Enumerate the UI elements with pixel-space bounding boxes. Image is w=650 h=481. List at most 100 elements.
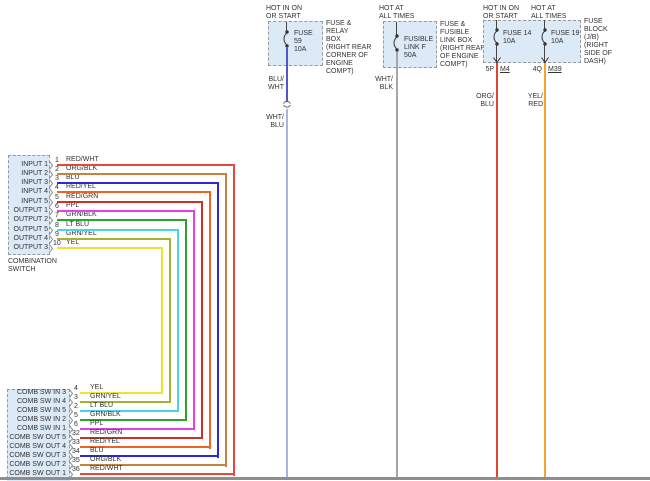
pin-connector-icon [49, 226, 54, 235]
box-label-c2: FUSE & FUSIBLE LINK BOX (RIGHT REAR OF E… [440, 21, 486, 69]
wire-name: PPL [90, 420, 104, 427]
wire-segment [57, 182, 219, 184]
switch-pin-number: 9 [55, 231, 59, 238]
module-box [7, 389, 70, 481]
module-pin-label: COMB SW OUT 5 [9, 434, 66, 441]
pin-connector-icon [69, 398, 74, 407]
pin-id-5p: 5P [485, 66, 494, 73]
module-pin-number: 33 [72, 439, 80, 446]
wire-name: BLU [66, 174, 80, 181]
fuse-label-14: FUSE 14 10A [503, 30, 532, 46]
fuse-block-box [483, 20, 581, 63]
pin-connector-icon [69, 434, 74, 443]
wire-blu-wht [286, 48, 288, 102]
wire-label-wht-blk: WHT/ BLK [375, 76, 393, 92]
pin-id-4q: 4Q [532, 66, 542, 73]
fuse-icon [541, 28, 547, 46]
switch-pin-label: OUTPUT 2 [13, 216, 49, 223]
switch-pin-label: INPUT 4 [21, 188, 48, 195]
wire-segment [217, 182, 219, 458]
pin-connector-icon [49, 198, 54, 207]
wire-name: ORG/BLK [66, 165, 98, 172]
pin-connector-icon [49, 216, 54, 225]
wire-segment [57, 219, 187, 221]
hot-label-c3-left: HOT IN ON OR START [483, 5, 520, 21]
wire-segment [177, 229, 179, 412]
switch-pin-number: 4 [55, 184, 59, 191]
pin-connector-icon [49, 207, 54, 216]
switch-pin-label: OUTPUT 4 [13, 235, 49, 242]
diagram-bottom-border [0, 477, 650, 480]
wire-segment [57, 229, 179, 231]
switch-pin-number: 5 [55, 194, 59, 201]
wire-wht-blu [286, 109, 288, 478]
wire-segment [80, 446, 211, 448]
module-pin-number: 4 [74, 385, 78, 392]
wire-segment [57, 173, 227, 175]
wire-segment [57, 210, 195, 212]
hot-label-c3-right: HOT AT ALL TIMES [531, 5, 567, 21]
module-pin-label: COMB SW IN 3 [16, 389, 66, 396]
wire-segment [57, 238, 171, 240]
wire-name: PPL [66, 202, 80, 209]
fusible-link-box [383, 21, 437, 68]
switch-pin-number: 2 [55, 166, 59, 173]
switch-pin-number: 8 [55, 222, 59, 229]
fusible-link-icon [393, 34, 399, 52]
module-pin-label: COMB SW IN 5 [16, 407, 66, 414]
wire-label-wht-blu: WHT/ BLU [266, 114, 284, 130]
wire-segment [209, 191, 211, 449]
hot-label-c1: HOT IN ON OR START [266, 5, 303, 21]
pin-connector-icon [69, 389, 74, 398]
pin-connector-icon [49, 161, 54, 170]
fuse-icon [283, 30, 289, 48]
module-pin-label: COMB SW OUT 2 [9, 461, 66, 468]
switch-pin-label: INPUT 5 [21, 198, 48, 205]
module-pin-label: COMB SW IN 4 [16, 398, 66, 405]
wire-name: RED/GRN [90, 429, 123, 436]
switch-pin-label: OUTPUT 5 [13, 226, 49, 233]
switch-pin-number: 3 [55, 175, 59, 182]
switch-pin-label: INPUT 2 [21, 170, 48, 177]
fuse-relay-box [268, 21, 323, 66]
module-pin-label: COMB SW IN 1 [16, 425, 66, 432]
wire-stub [286, 22, 287, 31]
switch-pin-number: 6 [55, 203, 59, 210]
box-label-c1: FUSE & RELAY BOX (RIGHT REAR CORNER OF E… [326, 20, 372, 76]
fuse-label-c1: FUSE 59 10A [294, 30, 313, 54]
wire-name: GRN/YEL [90, 393, 121, 400]
switch-pin-label: INPUT 1 [21, 161, 48, 168]
wire-name: LT BLU [90, 402, 114, 409]
switch-pin-number: 7 [55, 212, 59, 219]
pin-connector-icon [69, 416, 74, 425]
box-label-c3: FUSE BLOCK (J/B) (RIGHT SIDE OF DASH) [584, 18, 613, 66]
wire-segment [57, 191, 211, 193]
wire-name: RED/YEL [90, 438, 120, 445]
switch-pin-label: OUTPUT 3 [13, 244, 49, 251]
wire-name: ORG/BLK [90, 456, 122, 463]
connector-id-m39: M39 [548, 66, 562, 73]
wire-segment [193, 210, 195, 430]
switch-pin-label: INPUT 3 [21, 179, 48, 186]
wire-segment [169, 238, 171, 403]
fuse-label-19: FUSE 19 10A [551, 30, 580, 46]
connector-arrow-icon [493, 57, 501, 63]
pin-connector-icon [69, 425, 74, 434]
module-pin-number: 3 [74, 394, 78, 401]
wire-segment [80, 437, 203, 439]
wire-stub [396, 22, 397, 35]
wire-label-blu-wht: BLU/ WHT [268, 76, 284, 92]
wire-name: RED/WHT [66, 156, 99, 163]
pin-connector-icon [69, 452, 74, 461]
pin-connector-icon [69, 407, 74, 416]
wire-name: BLU [90, 447, 104, 454]
switch-pin-label: OUTPUT 1 [13, 207, 49, 214]
wire-segment [80, 455, 219, 457]
module-pin-number: 34 [72, 448, 80, 455]
wire-name: YEL [66, 239, 80, 246]
wire-segment [57, 201, 203, 203]
wire-segment [80, 419, 187, 421]
wire-segment [80, 392, 163, 394]
pin-connector-icon [49, 170, 54, 179]
